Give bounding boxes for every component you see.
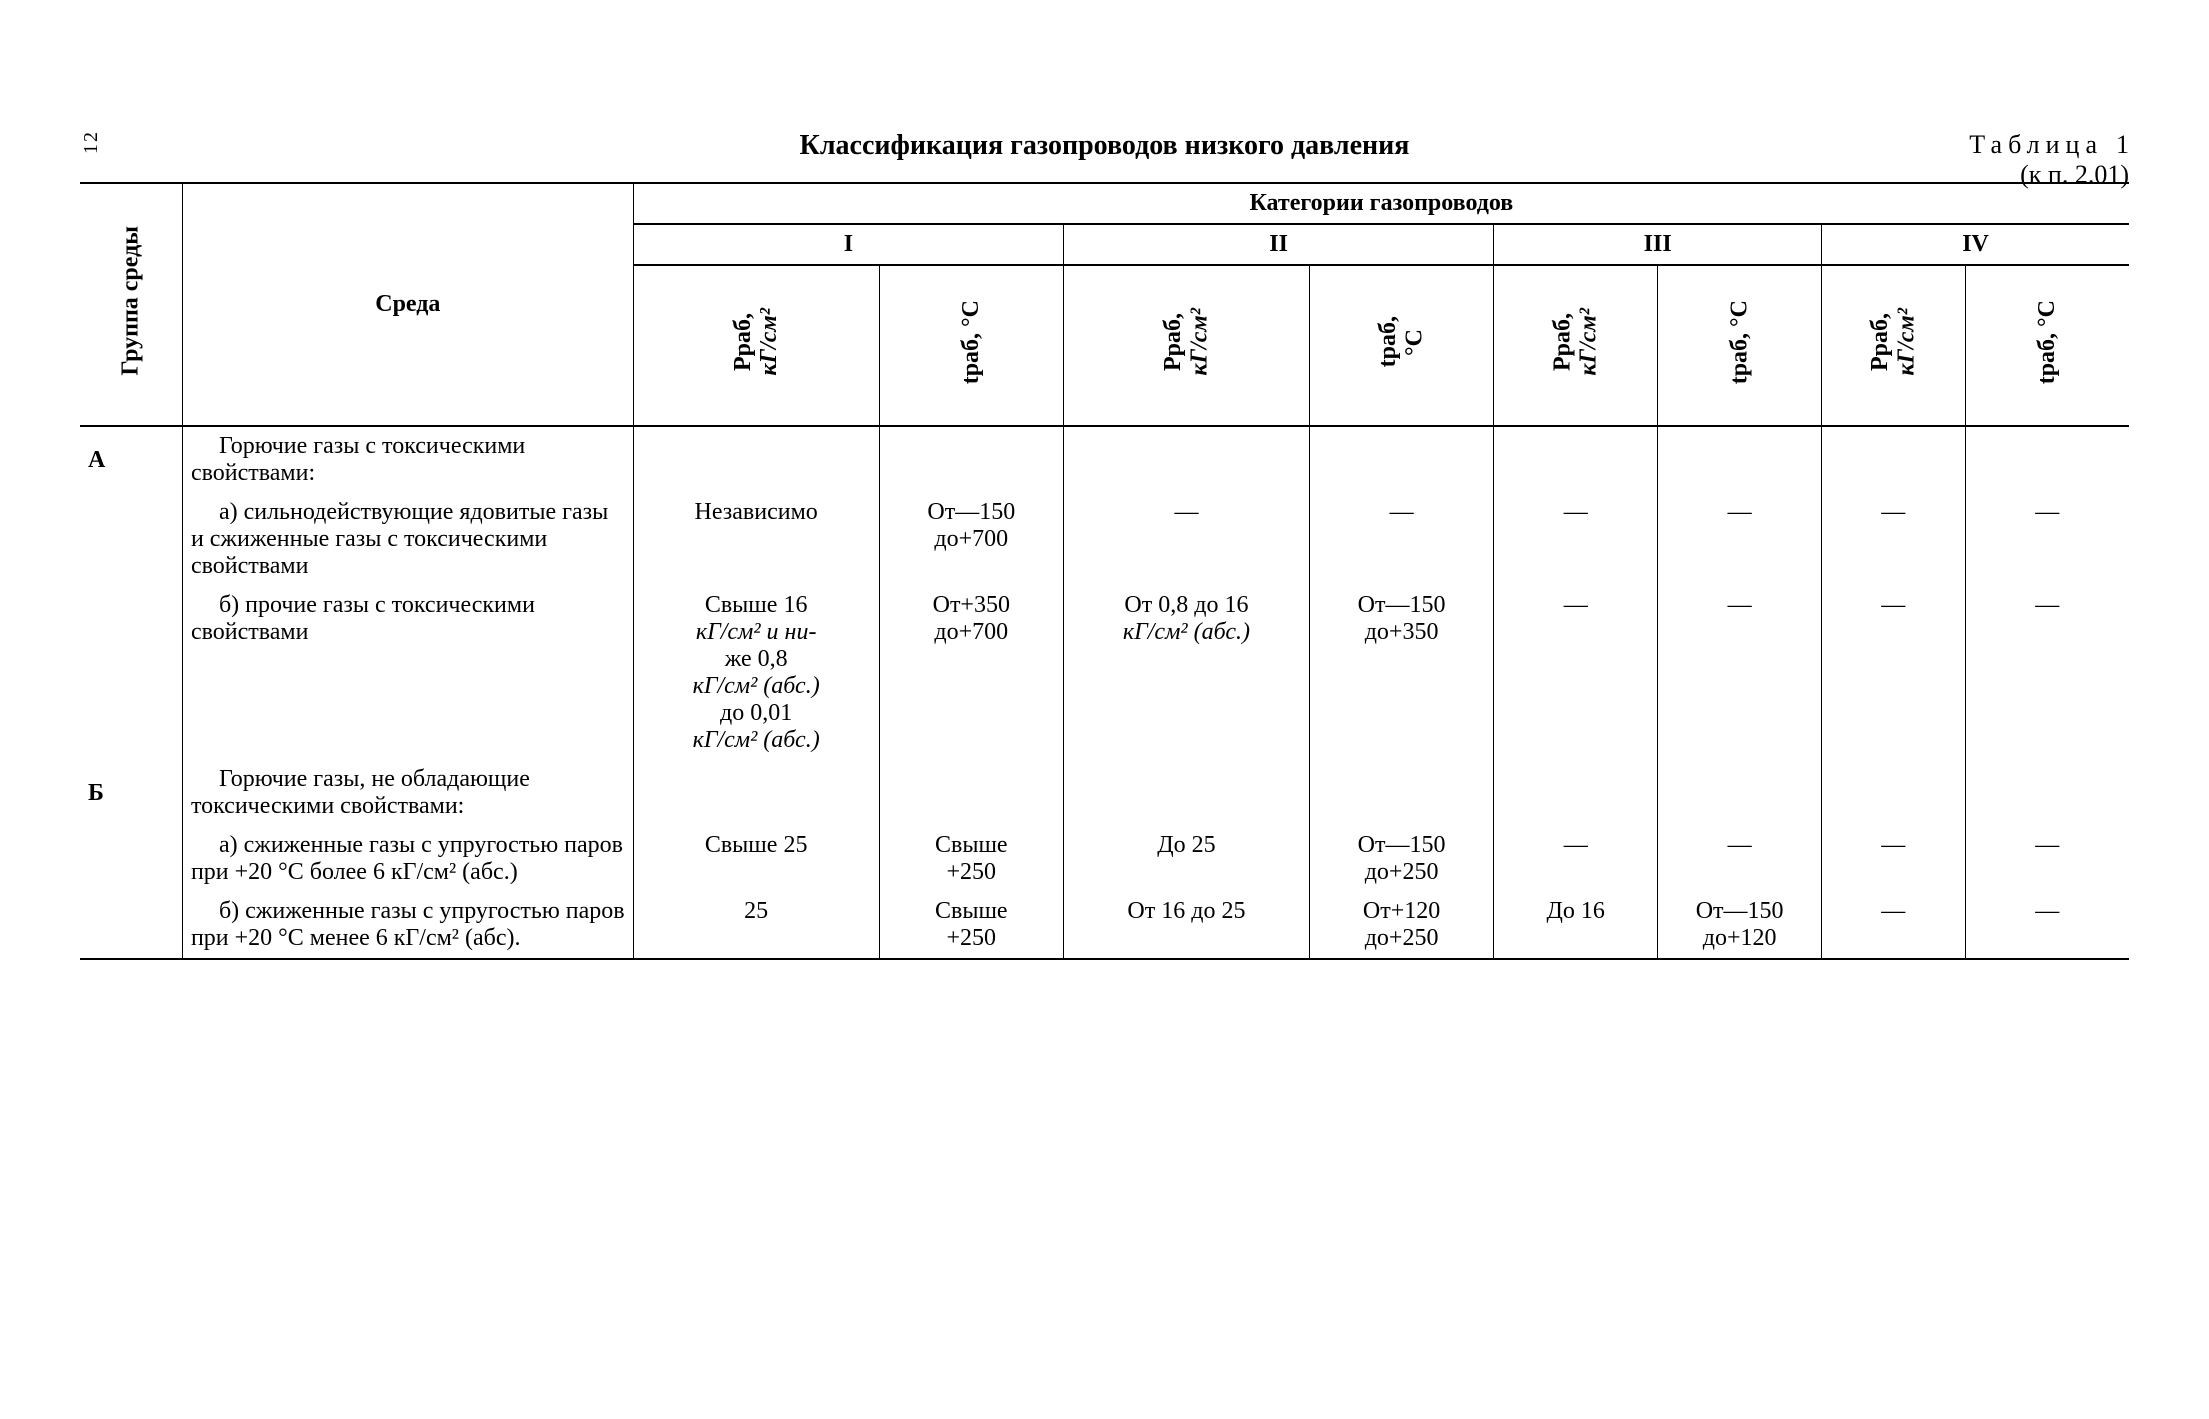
header-row-1: Группа среды Среда Категории газопроводо… [80, 183, 2129, 224]
col-categories: Категории газопроводов [633, 183, 2129, 224]
cell-B-a-c3t: — [1658, 826, 1822, 892]
cell-B-head: Горючие газы, не обладающие токсическими… [182, 760, 633, 826]
cell-A-a-c4p: — [1822, 493, 1965, 586]
col-t4: tраб, °C [1965, 265, 2129, 426]
cell-A-a-c4t: — [1965, 493, 2129, 586]
page-root: 12 Таблица 1 (к п. 2.01) Классификация г… [80, 130, 2129, 960]
col-cat3: III [1494, 224, 1822, 265]
col-medium: Среда [182, 183, 633, 426]
cell-B-b-text: б) сжиженные газы с упругостью паров при… [182, 892, 633, 959]
cell-A-b-c4t: — [1965, 586, 2129, 760]
cell-B-b-c4t: — [1965, 892, 2129, 959]
col-cat4: IV [1822, 224, 2129, 265]
col-p2: Pраб,кГ/см² [1064, 265, 1310, 426]
cell-A-b-c3p: — [1494, 586, 1658, 760]
classification-table: Группа среды Среда Категории газопроводо… [80, 182, 2129, 960]
cell-B-a-c1p: Свыше 25 [633, 826, 879, 892]
cell-B-b-c1t: Свыше+250 [879, 892, 1063, 959]
cell-A-b-c2p: От 0,8 до 16кГ/см² (абс.) [1064, 586, 1310, 760]
cell-B-a-text: а) сжиженные газы с упругостью паров при… [182, 826, 633, 892]
col-t1: tраб, °C [879, 265, 1063, 426]
cell-B-b-c3p: До 16 [1494, 892, 1658, 959]
cell-A-b-c2t: От—150до+350 [1309, 586, 1493, 760]
cell-A-a-c2t: — [1309, 493, 1493, 586]
col-p4: Pраб,кГ/см² [1822, 265, 1965, 426]
cell-A-a-c2p: — [1064, 493, 1310, 586]
cell-A-b-text: б) прочие газы с токсическими свойствами [182, 586, 633, 760]
cell-A-a-text: а) сильнодействующие ядовитые газы и сжи… [182, 493, 633, 586]
cell-B-a-c2p: До 25 [1064, 826, 1310, 892]
cell-B-grp: Б [80, 760, 182, 826]
col-t2: tраб,°C [1309, 265, 1493, 426]
table-ref: (к п. 2.01) [2020, 160, 2129, 189]
col-cat2: II [1064, 224, 1494, 265]
cell-B-a-c3p: — [1494, 826, 1658, 892]
cell-B-b-c3t: От—150до+120 [1658, 892, 1822, 959]
row-B-head: Б Горючие газы, не обладающие токсически… [80, 760, 2129, 826]
cell-A-a-c3t: — [1658, 493, 1822, 586]
table-label: Таблица [1969, 130, 2103, 159]
table-number: 1 [2116, 130, 2129, 159]
row-B-b: б) сжиженные газы с упругостью паров при… [80, 892, 2129, 959]
cell-A-a-c1t: От—150до+700 [879, 493, 1063, 586]
cell-B-b-c2p: От 16 до 25 [1064, 892, 1310, 959]
cell-A-b-c1t: От+350до+700 [879, 586, 1063, 760]
col-p1: Pраб,кГ/см² [633, 265, 879, 426]
page-number: 12 [80, 130, 103, 154]
row-A-head: А Горючие газы с токсическими свойствами… [80, 426, 2129, 493]
col-cat1: I [633, 224, 1063, 265]
row-A-b: б) прочие газы с токсическими свойствами… [80, 586, 2129, 760]
cell-A-grp: А [80, 426, 182, 493]
cell-A-a-c3p: — [1494, 493, 1658, 586]
cell-B-a-c1t: Свыше+250 [879, 826, 1063, 892]
table-caption: Классификация газопроводов низкого давле… [80, 130, 2129, 162]
cell-B-b-c4p: — [1822, 892, 1965, 959]
row-B-a: а) сжиженные газы с упругостью паров при… [80, 826, 2129, 892]
col-env-group: Группа среды [80, 183, 182, 426]
col-t3: tраб, °C [1658, 265, 1822, 426]
cell-B-a-c4t: — [1965, 826, 2129, 892]
cell-B-a-c4p: — [1822, 826, 1965, 892]
cell-A-b-c3t: — [1658, 586, 1822, 760]
cell-A-b-c1p: Свыше 16 кГ/см² и ни- же 0,8 кГ/см² (абс… [633, 586, 879, 760]
cell-B-a-c2t: От—150до+250 [1309, 826, 1493, 892]
col-p3: Pраб,кГ/см² [1494, 265, 1658, 426]
cell-A-b-c4p: — [1822, 586, 1965, 760]
row-A-a: а) сильнодействующие ядовитые газы и сжи… [80, 493, 2129, 586]
cell-A-a-c1p: Независимо [633, 493, 879, 586]
table-ref-block: Таблица 1 (к п. 2.01) [1969, 130, 2129, 190]
cell-B-b-c2t: От+120до+250 [1309, 892, 1493, 959]
cell-A-head: Горючие газы с токсическими свойствами: [182, 426, 633, 493]
cell-B-b-c1p: 25 [633, 892, 879, 959]
